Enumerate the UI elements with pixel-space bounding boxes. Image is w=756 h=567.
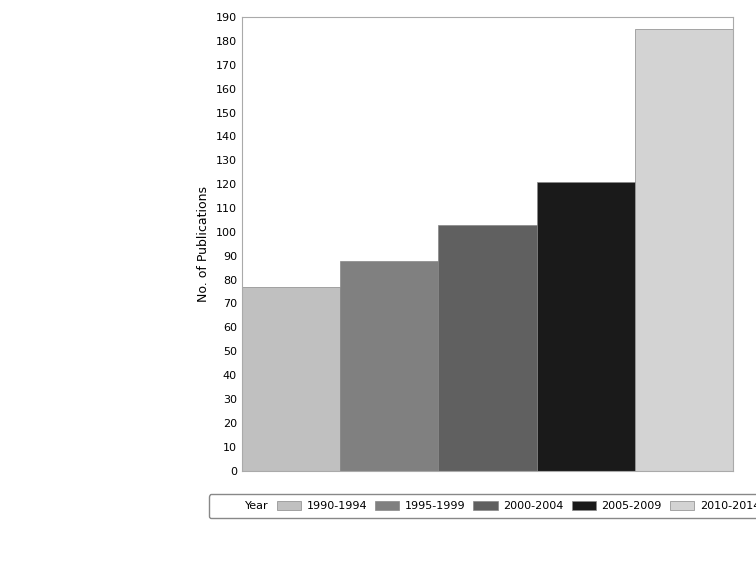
Legend: Year, 1990-1994, 1995-1999, 2000-2004, 2005-2009, 2010-2014: Year, 1990-1994, 1995-1999, 2000-2004, 2…	[209, 494, 756, 518]
Bar	[438, 225, 537, 471]
Y-axis label: No. of Publications: No. of Publications	[197, 186, 210, 302]
Bar	[340, 260, 438, 471]
Bar	[635, 29, 733, 471]
Bar	[537, 182, 635, 471]
Bar	[242, 287, 340, 471]
